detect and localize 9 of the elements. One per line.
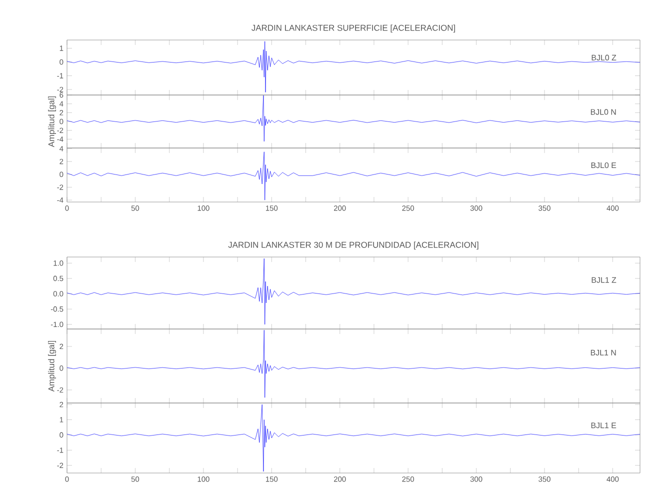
line-series: [66, 258, 640, 325]
line-series: [66, 152, 640, 200]
y-axis-title: Amplitud [gal]: [48, 96, 56, 148]
y-axis-title: Amplitud [gal]: [48, 340, 56, 392]
line-series: [66, 41, 640, 92]
chart-title: JARDIN LANKASTER SUPERFICIE [ACELERACION]: [252, 24, 455, 32]
chart-title: JARDIN LANKASTER 30 M DE PROFUNDIDAD [ACELERACION]: [228, 242, 478, 250]
line-series: [66, 330, 640, 398]
line-series: [66, 95, 640, 142]
